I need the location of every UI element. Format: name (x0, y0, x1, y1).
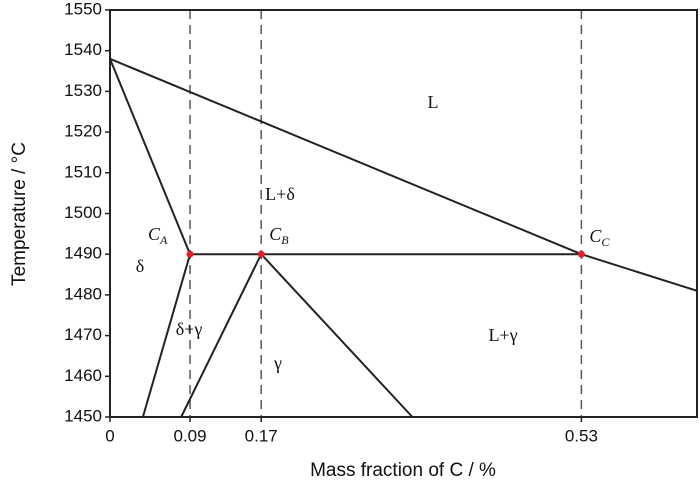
y-axis-title: Temperature / °C (9, 142, 30, 286)
y-tick-label: 1550 (64, 0, 102, 18)
region-label: L+δ (265, 184, 295, 204)
region-label: L (428, 92, 439, 112)
y-tick-label: 1460 (64, 366, 102, 385)
region-label: γ (273, 353, 282, 373)
y-tick-label: 1540 (64, 40, 102, 59)
y-tick-label: 1520 (64, 122, 102, 141)
point-label-main: C (148, 224, 161, 244)
point-label-sub: C (601, 235, 610, 249)
point (257, 250, 265, 258)
region-label: δ+γ (176, 319, 203, 339)
x-tick-label: 0.17 (245, 426, 278, 445)
x-axis-title: Mass fraction of C / % (310, 460, 496, 481)
phase-boundary (180, 253, 263, 418)
region-label: δ (136, 256, 144, 276)
phase-boundary (141, 253, 192, 418)
region-label: L+γ (488, 325, 517, 345)
y-tick-label: 1510 (64, 162, 102, 181)
y-tick-label: 1450 (64, 406, 102, 425)
point (186, 250, 194, 258)
point-label: CB (269, 224, 289, 247)
y-tick-label: 1480 (64, 284, 102, 303)
phase-boundary (109, 57, 698, 292)
y-tick-label: 1530 (64, 81, 102, 100)
point-label: CA (148, 224, 168, 247)
point-label-main: C (589, 226, 602, 246)
x-tick-label: 0.09 (173, 426, 206, 445)
phase-boundary (260, 253, 414, 418)
point-label-sub: B (281, 233, 289, 247)
y-tick-label: 1470 (64, 325, 102, 344)
x-tick-label: 0 (105, 426, 114, 445)
point-label: CC (589, 226, 610, 249)
point (577, 250, 585, 258)
phase-boundary (109, 58, 191, 255)
point-label-main: C (269, 224, 282, 244)
point-label-sub: A (159, 233, 168, 247)
plot-frame (109, 9, 698, 418)
x-tick-label: 0.53 (565, 426, 598, 445)
y-tick-label: 1500 (64, 203, 102, 222)
y-tick-label: 1490 (64, 244, 102, 263)
